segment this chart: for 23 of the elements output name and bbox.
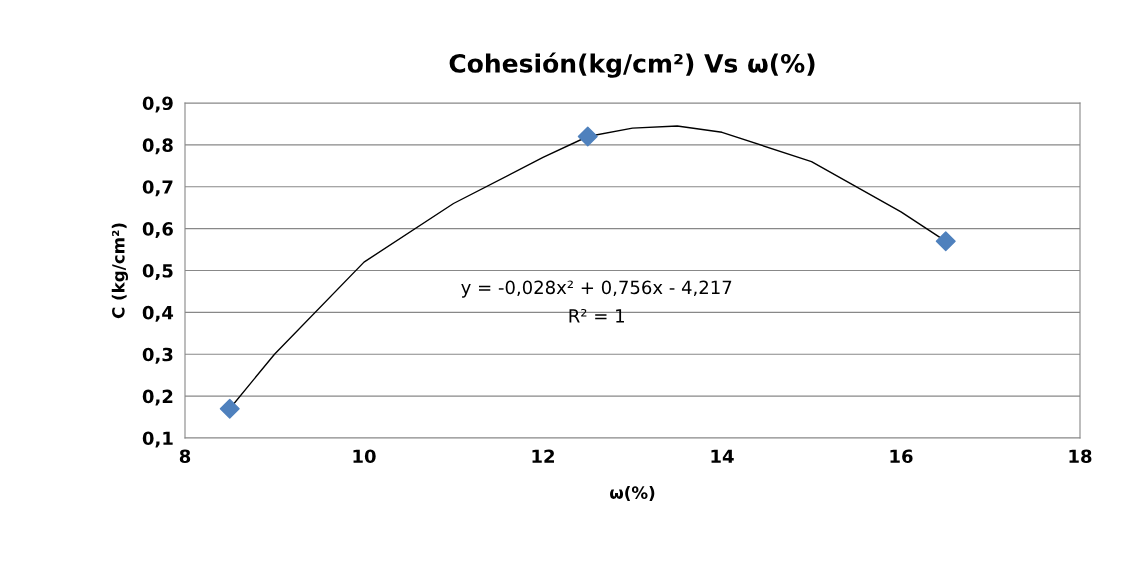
- y-tick-label: 0,3: [142, 347, 173, 364]
- x-tick-label: 10: [353, 449, 376, 464]
- point: [935, 231, 956, 252]
- annotation: y = -0,028x² + 0,756x - 4,217: [461, 280, 732, 298]
- y-tick-label: 0,9: [142, 96, 173, 113]
- y-tick-label: 0,4: [142, 305, 174, 322]
- y-tick-label: 0,6: [142, 222, 173, 239]
- y-tick-label: 0,7: [142, 180, 173, 197]
- x-tick-label: 16: [890, 449, 913, 464]
- y-tick-label: 0,8: [142, 138, 173, 155]
- x-axis-title: ω(%): [610, 486, 655, 501]
- chart-title: Cohesión(kg/cm²) Vs ω(%): [449, 52, 815, 78]
- x-tick-label: 8: [179, 449, 191, 464]
- x-tick-label: 12: [532, 449, 554, 463]
- annotation: R² = 1: [569, 308, 624, 323]
- point: [577, 126, 598, 147]
- x-tick-label: 14: [711, 449, 734, 463]
- y-tick-label: 0,1: [142, 431, 173, 448]
- x-tick-label: 18: [1069, 449, 1092, 464]
- point: [219, 398, 240, 419]
- y-axis-title: C (kg/cm²): [111, 223, 129, 319]
- y-tick-label: 0,2: [142, 389, 173, 406]
- y-tick-label: 0,5: [142, 263, 173, 280]
